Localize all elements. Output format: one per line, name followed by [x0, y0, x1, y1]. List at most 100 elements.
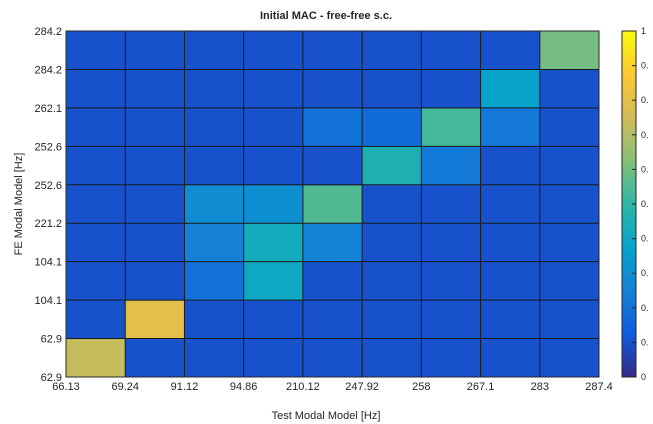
colorbar-tick-label: 0.: [641, 61, 649, 71]
y-axis-label: FE Modal Model [Hz]: [13, 153, 25, 256]
heatmap-cell: [539, 146, 600, 186]
colorbar-tick-label: 0.: [641, 164, 649, 174]
heatmap-cell: [125, 107, 185, 147]
x-tick-label: 69.24: [111, 381, 139, 393]
heatmap-cell: [421, 107, 482, 147]
colorbar-tick-label: 0.: [641, 130, 649, 140]
colorbar-tick-label: 0.: [641, 95, 649, 105]
x-tick-label: 267.1: [467, 381, 495, 393]
heatmap-cell: [362, 69, 422, 109]
colorbar-ticks: 0 0. 0. 0. 0. 0. 0. 0. 0. 0. 1: [632, 26, 649, 382]
heatmap-cell: [243, 31, 304, 70]
heatmap-cell: [539, 300, 600, 340]
heatmap-cell: [480, 338, 541, 378]
heatmap-cell: [480, 261, 541, 301]
heatmap-cell: [66, 223, 126, 263]
heatmap-cell: [66, 31, 126, 70]
heatmap-cell: [539, 338, 600, 378]
heatmap-cell: [243, 107, 304, 147]
y-tick-label: 62.9: [41, 372, 62, 384]
heatmap-cell: [125, 184, 185, 224]
heatmap-cell: [243, 69, 304, 109]
heatmap-cell: [184, 261, 245, 301]
heatmap-cell: [66, 261, 126, 301]
y-tick-label: 104.1: [34, 295, 62, 307]
colorbar-tick-label: 0.: [641, 234, 649, 244]
x-tick-label: 94.86: [230, 381, 258, 393]
heatmap-cell: [66, 300, 126, 340]
x-tick-label: 247.92: [345, 381, 379, 393]
heatmap-cell: [302, 69, 363, 109]
heatmap-cell: [480, 69, 541, 109]
heatmap-cell: [539, 261, 600, 301]
x-tick-label: 91.12: [171, 381, 199, 393]
y-tick-label: 262.1: [34, 103, 62, 115]
heatmap-cell: [480, 31, 541, 70]
colorbar-tick-label: 1: [641, 26, 646, 36]
x-tick-label: 283: [531, 381, 549, 393]
heatmap-cell: [362, 223, 422, 263]
heatmap-cell: [480, 146, 541, 186]
heatmap-cell: [421, 31, 482, 70]
heatmap-cell: [539, 107, 600, 147]
heatmap-cell: [302, 107, 363, 147]
y-tick-label: 62.9: [41, 334, 62, 346]
plot-frame: [65, 30, 600, 378]
heatmap-cell: [184, 223, 245, 263]
colorbar-tick-label: 0.: [641, 337, 649, 347]
heatmap-cell: [480, 184, 541, 224]
colorbar-tick-label: 0.: [641, 268, 649, 278]
heatmap-cell: [421, 184, 482, 224]
heatmap-cell: [362, 184, 422, 224]
heatmap-cell: [66, 146, 126, 186]
heatmap-cell: [362, 107, 422, 147]
heatmap-cell: [184, 69, 245, 109]
heatmap-cell: [421, 300, 482, 340]
heatmap-cell: [539, 223, 600, 263]
heatmap-cell: [421, 338, 482, 378]
heatmap-cell: [302, 300, 363, 340]
heatmap-cell: [243, 338, 304, 378]
heatmap-cell: [362, 300, 422, 340]
x-axis-ticks: 66.13 69.24 91.12 94.86 210.12 247.92 258 267.1…: [52, 381, 613, 393]
heatmap-cell: [480, 107, 541, 147]
heatmap-cell: [184, 338, 245, 378]
heatmap-cell: [125, 223, 185, 263]
x-axis-label: Test Modal Model [Hz]: [272, 410, 381, 422]
heatmap-cell: [243, 184, 304, 224]
colorbar-tick-label: 0.: [641, 199, 649, 209]
heatmap-cell: [302, 261, 363, 301]
heatmap-cell: [421, 261, 482, 301]
x-tick-label: 210.12: [286, 381, 320, 393]
heatmap-cell: [184, 146, 245, 186]
colorbar-tick-label: 0.: [641, 303, 649, 313]
y-tick-label: 252.6: [34, 141, 62, 153]
heatmap-cell: [243, 146, 304, 186]
heatmap-cell: [362, 146, 422, 186]
heatmap-cell: [302, 146, 363, 186]
heatmap-cell: [125, 261, 185, 301]
heatmap-cell: [539, 69, 600, 109]
heatmap-cell: [243, 261, 304, 301]
heatmap-cell: [421, 223, 482, 263]
heatmap-cell: [125, 69, 185, 109]
y-tick-label: 284.2: [34, 64, 62, 76]
heatmap-cell: [125, 31, 185, 70]
heatmap-cell: [302, 184, 363, 224]
heatmap-cell: [362, 338, 422, 378]
heatmap-cell: [302, 223, 363, 263]
y-tick-label: 252.6: [34, 180, 62, 192]
heatmap-cell: [66, 184, 126, 224]
heatmap-cell: [125, 146, 185, 186]
heatmap-cell: [184, 31, 245, 70]
y-axis-ticks: 62.9 62.9 104.1 104.1 221.2 252.6 252.6 262.1 28…: [34, 26, 62, 384]
heatmap-cell: [480, 300, 541, 340]
heatmap-cell: [66, 338, 126, 378]
heatmap-cell: [243, 223, 304, 263]
chart-title: Initial MAC - free-free s.c.: [260, 10, 392, 22]
colorbar-tick-label: 0: [641, 372, 646, 382]
heatmap-cell: [362, 31, 422, 70]
heatmap-cell: [539, 31, 600, 70]
heatmap-cell: [421, 69, 482, 109]
